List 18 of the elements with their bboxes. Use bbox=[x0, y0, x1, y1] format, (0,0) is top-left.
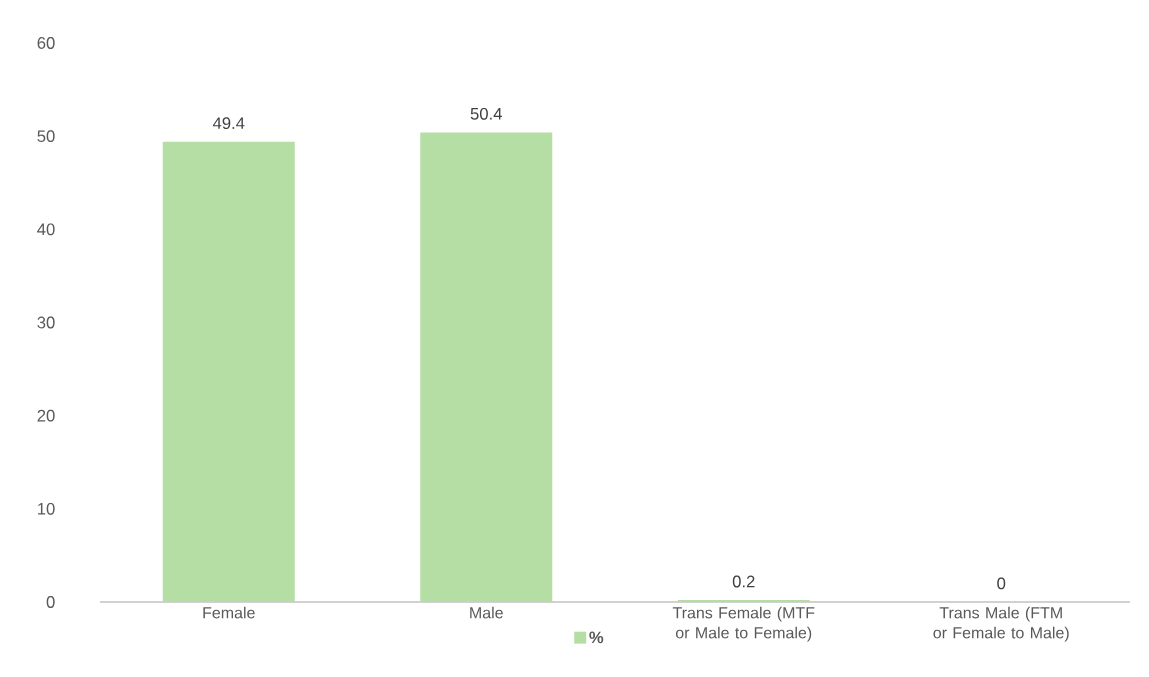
x-tick-label: Male bbox=[470, 606, 503, 619]
y-tick-label: 10 bbox=[38, 502, 55, 515]
data-label: 0.2 bbox=[732, 575, 755, 588]
x-tick-label: Trans Female (MTF or Male to Female) bbox=[672, 606, 815, 642]
x-tick-label: Trans Male (FTM or Female to Male) bbox=[933, 606, 1069, 642]
y-tick-label: 30 bbox=[37, 316, 55, 329]
y-tick-label: 50 bbox=[37, 130, 55, 143]
y-tick-label: 40 bbox=[37, 223, 55, 236]
y-tick-label: 20 bbox=[37, 409, 55, 422]
bar bbox=[420, 132, 553, 602]
legend-label: % bbox=[589, 631, 604, 644]
data-label: 49.4 bbox=[212, 117, 245, 130]
data-label: 0 bbox=[997, 577, 1006, 590]
x-tick-label: Female bbox=[203, 606, 255, 619]
bar bbox=[162, 141, 295, 602]
y-tick-label: 0 bbox=[46, 596, 55, 608]
y-tick-label: 60 bbox=[37, 37, 55, 49]
data-label: 50.4 bbox=[470, 107, 502, 120]
